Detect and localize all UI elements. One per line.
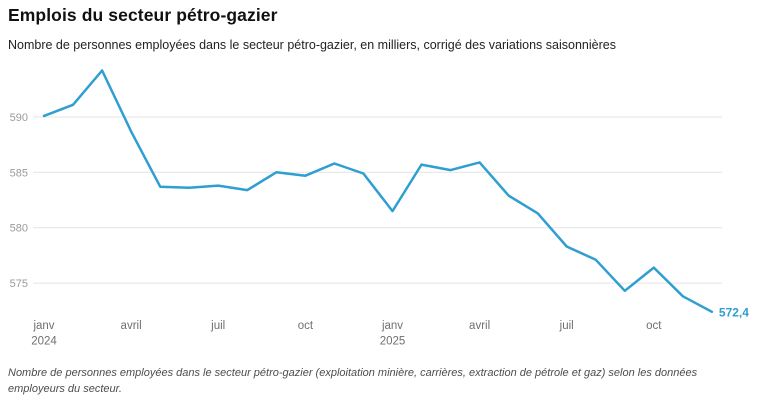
source-note: Nombre de personnes employées dans le se… [8, 367, 698, 395]
chart-title: Emplois du secteur pétro-gazier [8, 5, 278, 25]
end-value-label: 572,4 [719, 305, 749, 319]
x-axis-tick-label: janv [381, 320, 403, 332]
y-axis-tick-label: 580 [10, 223, 28, 235]
x-axis-tick-label: oct [298, 320, 314, 332]
x-axis-tick-label: juil [559, 320, 574, 332]
x-axis-year-label: 2025 [380, 336, 406, 348]
chart-subtitle: Nombre de personnes employées dans le se… [8, 38, 616, 52]
y-axis-tick-label: 590 [10, 112, 28, 124]
line-chart: 590 585 580 575 janv 2024 avril juil oct janv 2025… [10, 69, 749, 348]
x-axis-tick-label: oct [646, 320, 662, 332]
x-axis-tick-label: avril [121, 320, 142, 332]
y-axis-tick-label: 575 [10, 278, 28, 290]
data-line [42, 69, 714, 314]
x-axis-tick-label: juil [210, 320, 225, 332]
x-axis-tick-label: janv [32, 320, 54, 332]
y-axis-tick-label: 585 [10, 167, 28, 179]
x-axis-year-label: 2024 [31, 336, 57, 348]
x-axis-tick-label: avril [469, 320, 490, 332]
